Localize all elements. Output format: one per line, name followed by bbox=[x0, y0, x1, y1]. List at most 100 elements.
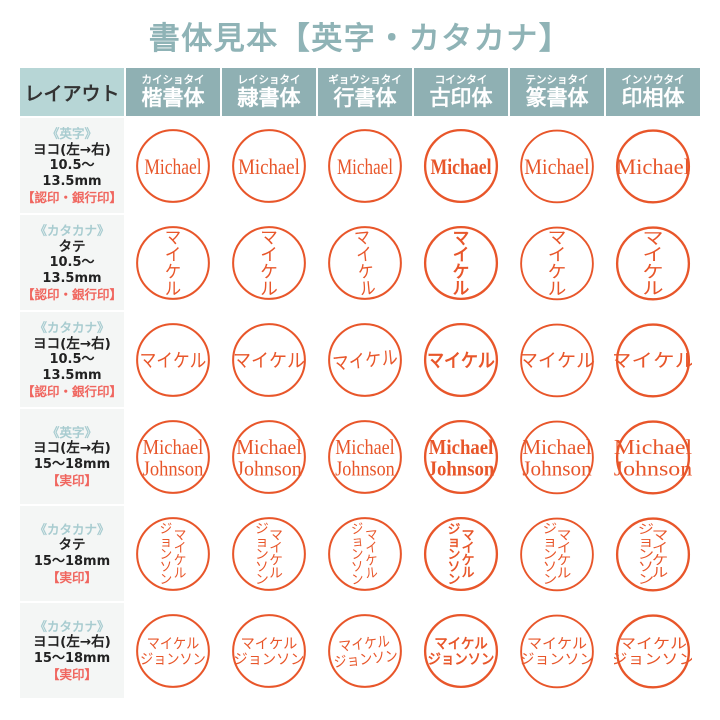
svg-text:ジョンソン: ジョンソン bbox=[234, 651, 305, 667]
seal-stamp-icon: Michael bbox=[518, 127, 596, 205]
svg-text:マ: マ bbox=[557, 528, 571, 542]
layout-description-cell: 《英字》 ヨコ(左→右) 15〜18mm 【実印】 bbox=[20, 409, 124, 505]
svg-text:Johnson: Johnson bbox=[428, 457, 495, 480]
seal-sample-tensho-row6: マイケル ジョンソン bbox=[510, 603, 604, 699]
seal-sample-koin-row5: マイケル ジョンソン bbox=[414, 506, 508, 602]
font-kanji-label: 楷書体 bbox=[141, 86, 205, 111]
svg-text:イ: イ bbox=[365, 540, 379, 556]
svg-text:Michael: Michael bbox=[238, 155, 300, 179]
seal-sample-kaisho-row4: Michael Johnson bbox=[126, 409, 220, 505]
svg-text:マイケル: マイケル bbox=[331, 346, 398, 374]
seal-stamp-icon: マイケルジョンソン bbox=[230, 612, 308, 690]
svg-text:ジ: ジ bbox=[448, 521, 461, 536]
seal-sample-inso-row4: Michael Johnson bbox=[606, 409, 700, 505]
seal-stamp-icon: マイケルジョンソン bbox=[134, 612, 212, 690]
svg-text:ジ: ジ bbox=[543, 521, 557, 535]
seal-stamp-icon: マイケル bbox=[518, 224, 596, 302]
svg-text:ン: ン bbox=[448, 546, 461, 561]
seal-sample-kaisho-row1: Michael bbox=[126, 118, 220, 214]
svg-text:Michael: Michael bbox=[429, 435, 494, 458]
seal-stamp-icon: マイケルジョンソン bbox=[230, 515, 308, 593]
seal-sample-reisho-row1: Michael bbox=[222, 118, 316, 214]
seal-sample-inso-row6: マイケル ジョンソン bbox=[606, 603, 700, 699]
usage-label: 【実印】 bbox=[46, 569, 97, 585]
seal-stamp-icon: Michael Johnson bbox=[230, 418, 308, 496]
layout-description-cell: 《カタカナ》 ヨコ(左→右) 10.5〜13.5mm 【認印・銀行印】 bbox=[20, 312, 124, 408]
seal-stamp-icon: マイケル bbox=[134, 321, 212, 399]
seal-sample-tensho-row5: マイケル ジョンソン bbox=[510, 506, 604, 602]
seal-sample-tensho-row4: Michael Johnson bbox=[510, 409, 604, 505]
font-column-header-tensho: テンショタイ 篆書体 bbox=[510, 68, 604, 117]
seal-stamp-icon: マイケル bbox=[326, 321, 404, 399]
svg-text:Johnson: Johnson bbox=[335, 457, 395, 481]
svg-text:ン: ン bbox=[255, 571, 269, 586]
seal-stamp-icon: マイケル bbox=[230, 224, 308, 302]
table-row: 《カタカナ》 ヨコ(左→右) 15〜18mm 【実印】 マイケル ジョンソン マイケル ジョン… bbox=[20, 603, 700, 699]
svg-text:イ: イ bbox=[269, 540, 283, 555]
svg-text:ン: ン bbox=[638, 572, 654, 586]
svg-text:Michael: Michael bbox=[337, 154, 393, 179]
seal-sample-reisho-row3: マイケル bbox=[222, 312, 316, 408]
svg-text:マイケル: マイケル bbox=[233, 350, 305, 370]
svg-text:Michael: Michael bbox=[616, 154, 690, 179]
seal-sample-koin-row3: マイケル bbox=[414, 312, 508, 408]
usage-label: 【実印】 bbox=[46, 666, 97, 682]
table-row: 《カタカナ》 ヨコ(左→右) 10.5〜13.5mm 【認印・銀行印】 マイケル マイケル… bbox=[20, 312, 700, 408]
font-column-header-gyosho: ギョウショタイ 行書体 bbox=[318, 68, 412, 117]
table-header: レイアウト カイショタイ 楷書体 レイショタイ 隷書体 ギョウショタイ 行書体 … bbox=[20, 68, 700, 117]
svg-text:ル: ル bbox=[359, 277, 377, 298]
layout-description-cell: 《カタカナ》 ヨコ(左→右) 15〜18mm 【実印】 bbox=[20, 603, 124, 699]
usage-label: 【認印・銀行印】 bbox=[21, 286, 122, 302]
seal-sample-kaisho-row5: マイケル ジョンソン bbox=[126, 506, 220, 602]
svg-text:マ: マ bbox=[353, 227, 371, 248]
svg-text:イ: イ bbox=[652, 541, 668, 555]
font-sample-table: レイアウト カイショタイ 楷書体 レイショタイ 隷書体 ギョウショタイ 行書体 … bbox=[18, 66, 702, 700]
svg-text:マイケル: マイケル bbox=[427, 350, 495, 371]
svg-text:マ: マ bbox=[462, 527, 475, 542]
seal-stamp-icon: マイケルジョンソン bbox=[326, 515, 404, 593]
svg-text:ル: ル bbox=[548, 279, 567, 298]
svg-text:ョ: ョ bbox=[255, 534, 269, 549]
usage-label: 【認印・銀行印】 bbox=[21, 383, 122, 399]
svg-text:マ: マ bbox=[652, 529, 668, 543]
font-kana-label: インソウタイ bbox=[621, 73, 685, 86]
seal-sample-inso-row3: マイケル bbox=[606, 312, 700, 408]
svg-text:ジ: ジ bbox=[255, 521, 269, 536]
svg-text:ケ: ケ bbox=[453, 262, 470, 281]
seal-sample-tensho-row3: マイケル bbox=[510, 312, 604, 408]
seal-sample-gyosho-row4: Michael Johnson bbox=[318, 409, 412, 505]
seal-sample-inso-row1: Michael bbox=[606, 118, 700, 214]
font-kana-label: テンショタイ bbox=[525, 73, 589, 86]
svg-text:マ: マ bbox=[548, 228, 567, 247]
seal-sample-reisho-row6: マイケル ジョンソン bbox=[222, 603, 316, 699]
seal-stamp-icon: Michael Johnson bbox=[326, 418, 404, 496]
seal-stamp-icon: マイケルジョンソン bbox=[422, 515, 500, 593]
svg-text:ン: ン bbox=[351, 571, 365, 587]
table-body: 《英字》 ヨコ(左→右) 10.5〜13.5mm 【認印・銀行印】 Michael Mic… bbox=[20, 118, 700, 699]
table-row: 《英字》 ヨコ(左→右) 15〜18mm 【実印】 Michael Johnson Mich… bbox=[20, 409, 700, 505]
svg-text:ン: ン bbox=[638, 547, 654, 561]
svg-text:ル: ル bbox=[642, 280, 663, 299]
seal-stamp-icon: マイケル bbox=[134, 224, 212, 302]
svg-text:Michael: Michael bbox=[144, 154, 202, 179]
svg-text:ン: ン bbox=[543, 572, 557, 586]
svg-text:ル: ル bbox=[365, 565, 379, 581]
size-range-label: 15〜18mm bbox=[33, 650, 111, 666]
svg-text:ョ: ョ bbox=[351, 533, 365, 549]
size-range-label: 10.5〜13.5mm bbox=[42, 157, 102, 189]
orientation-label: ヨコ(左→右) bbox=[33, 141, 111, 158]
svg-text:ン: ン bbox=[351, 546, 365, 562]
svg-text:イ: イ bbox=[260, 244, 278, 264]
svg-text:マイケル: マイケル bbox=[519, 351, 595, 372]
orientation-label: タテ bbox=[58, 537, 86, 554]
seal-stamp-icon: Michael bbox=[134, 127, 212, 205]
seal-sample-gyosho-row6: マイケル ジョンソン bbox=[318, 603, 412, 699]
font-kana-label: レイショタイ bbox=[237, 73, 301, 86]
svg-text:イ: イ bbox=[462, 540, 475, 555]
svg-text:イ: イ bbox=[453, 245, 470, 264]
seal-stamp-icon: Michael Johnson bbox=[422, 418, 500, 496]
svg-text:ル: ル bbox=[557, 566, 572, 580]
seal-stamp-icon: マイケル bbox=[422, 224, 500, 302]
svg-text:イ: イ bbox=[548, 245, 567, 264]
seal-stamp-icon: マイケルジョンソン bbox=[614, 612, 692, 690]
